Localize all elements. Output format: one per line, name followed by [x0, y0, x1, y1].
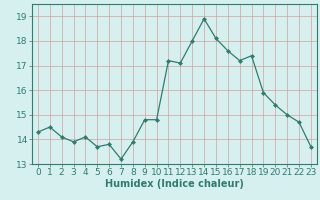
X-axis label: Humidex (Indice chaleur): Humidex (Indice chaleur) [105, 179, 244, 189]
